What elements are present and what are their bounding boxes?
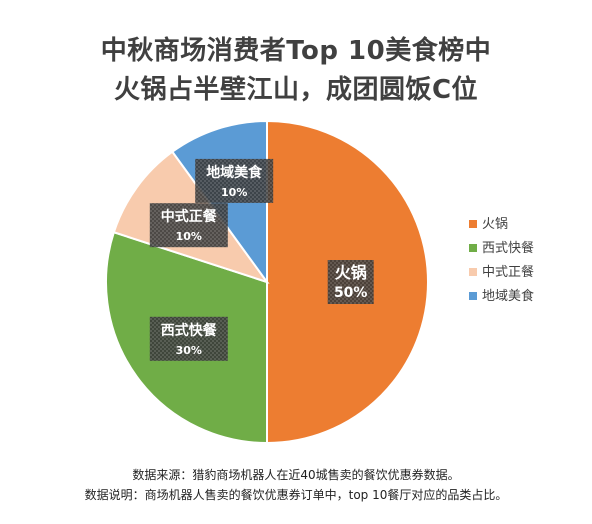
- data-source-note: 数据来源：猎豹商场机器人在近40城售卖的餐饮优惠券数据。: [132, 468, 460, 482]
- slice-label-2: 西式快餐 30%: [149, 316, 228, 361]
- slice-label-4: 地域美食 10%: [195, 158, 274, 203]
- slice-category-label: 中式正餐: [161, 208, 218, 225]
- legend-swatch: [469, 292, 477, 300]
- legend-label: 火锅: [482, 216, 508, 232]
- legend-swatch: [469, 244, 477, 252]
- slice-category-label: 地域美食: [206, 164, 263, 181]
- legend-label: 地域美食: [482, 288, 534, 304]
- chart-title-line-2: 火锅占半壁江山，成团圆饭C位: [113, 75, 479, 105]
- slice-label-1: 火锅 50%: [327, 260, 374, 304]
- legend-item-2: 西式快餐: [469, 240, 534, 256]
- legend-label: 西式快餐: [482, 240, 534, 256]
- slice-value-label: 50%: [334, 285, 368, 301]
- legend-swatch: [469, 268, 477, 276]
- slice-category-label: 西式快餐: [161, 322, 218, 339]
- slice-value-label: 10%: [176, 230, 202, 243]
- legend-item-1: 火锅: [469, 216, 508, 232]
- legend-swatch: [469, 220, 477, 228]
- data-description-note: 数据说明：商场机器人售卖的餐饮优惠券订单中，top 10餐厅对应的品类占比。: [84, 488, 508, 502]
- legend-item-3: 中式正餐: [469, 264, 534, 280]
- slice-value-label: 10%: [221, 186, 247, 199]
- slice-label-3: 中式正餐 10%: [149, 203, 228, 248]
- chart-title-line-1: 中秋商场消费者Top 10美食榜中: [100, 36, 492, 66]
- legend-item-4: 地域美食: [469, 288, 534, 304]
- slice-value-label: 30%: [176, 344, 202, 357]
- slice-category-label: 火锅: [335, 263, 367, 282]
- legend-label: 中式正餐: [482, 264, 534, 280]
